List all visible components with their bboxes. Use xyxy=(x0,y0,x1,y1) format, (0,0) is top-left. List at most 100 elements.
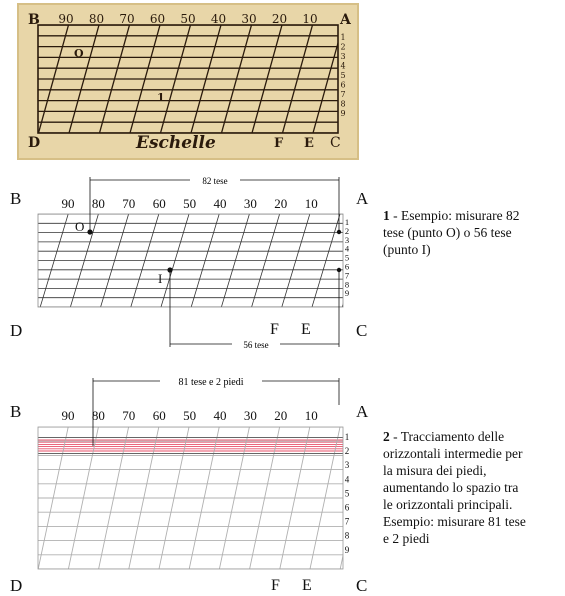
engraving-side-number: 4 xyxy=(340,62,345,71)
diagram-2-transversal-0 xyxy=(38,427,39,430)
diagram-2-label-f: F xyxy=(271,577,280,594)
diagram-2-corner-c: C xyxy=(356,576,367,595)
engraving-point-o: O xyxy=(74,47,84,60)
caption-2: 2 - Tracciamento delle orizzontali inter… xyxy=(383,428,563,547)
diagram-1-corner-b: B xyxy=(10,189,21,208)
diagram-2-transversal-1 xyxy=(38,427,69,569)
diagram-1-side-number: 3 xyxy=(345,235,349,245)
diagram-2-side-number: 1 xyxy=(345,432,350,442)
engraving-side-number: 2 xyxy=(340,43,345,52)
engraving-corner-a: A xyxy=(339,12,352,28)
diagram-2-scale-number: 30 xyxy=(244,408,257,423)
engraving-point-i: 1 xyxy=(157,91,165,104)
diagram-2-transversal-8 xyxy=(249,427,281,569)
diagram-2-label-e: E xyxy=(302,577,312,594)
caption-1-line-2: tese (punto O) o 56 tese xyxy=(383,225,512,240)
diagram-2: 81 tese e 2 piedi B A D C F E 90 80 70 60 50… xyxy=(10,377,369,595)
caption-1: 1 - Esempio: misurare 82 tese (punto O) … xyxy=(383,207,561,258)
diagram-1-scale-number: 80 xyxy=(92,196,105,211)
diagram-1-scale-number: 10 xyxy=(305,196,318,211)
diagram-2-side-number: 9 xyxy=(345,545,350,555)
diagram-2-side-numbers: 1 2 3 4 5 6 7 8 9 xyxy=(345,432,350,555)
diagram-2-scale-number: 60 xyxy=(153,408,166,423)
diagram-1-transversal-3 xyxy=(100,214,129,307)
caption-2-number: 2 xyxy=(383,429,390,444)
diagram-1-transversal-1 xyxy=(39,214,69,307)
diagram-1-point-o-dot xyxy=(87,229,93,235)
diagram-1-side-number: 1 xyxy=(345,217,349,227)
diagram-1-scale-number: 20 xyxy=(274,196,287,211)
diagram-1-top-dimension-label: 82 tese xyxy=(202,176,227,186)
diagram-1-transversal-0 xyxy=(38,214,39,216)
engraving-transversal-2 xyxy=(68,25,100,133)
caption-1-line-1: - Esempio: misurare 82 xyxy=(389,208,520,223)
diagram-1-point-i-dot xyxy=(167,267,173,273)
diagram-2-corner-d: D xyxy=(10,576,22,595)
diagram-2-side-number: 3 xyxy=(345,460,350,470)
caption-2-line-7: e 2 piedi xyxy=(383,531,430,546)
diagram-1-transversal-10 xyxy=(311,214,341,307)
diagram-1-side-number: 6 xyxy=(345,262,349,272)
diagram-2-transversal-7 xyxy=(218,427,250,569)
diagram-1-scale-number: 60 xyxy=(153,196,166,211)
diagram-2-transversal-10 xyxy=(309,427,341,569)
engraving-transversal-7 xyxy=(220,25,253,133)
engraving-title: Eschelle xyxy=(135,133,216,153)
diagram-1-label-e: E xyxy=(301,321,311,338)
engraving-side-number: 9 xyxy=(340,109,345,118)
engraving-transversal-4 xyxy=(129,25,161,133)
diagram-2-transversal-3 xyxy=(98,427,130,569)
engraving-scale-number: 60 xyxy=(150,12,165,26)
diagram-1-transversal-7 xyxy=(221,214,250,307)
diagram-1-point-o: O xyxy=(75,219,84,234)
diagram-1-frame xyxy=(37,213,344,308)
diagram-2-transversal-6 xyxy=(188,427,220,569)
engraving-scale-number: 10 xyxy=(302,12,317,26)
diagram-2-grid xyxy=(38,427,343,569)
diagram-2-side-number: 8 xyxy=(345,531,350,541)
engraving-side-number: 8 xyxy=(340,100,345,109)
diagram-1-side-number: 2 xyxy=(345,226,349,236)
diagram-1-side-number: 7 xyxy=(345,270,349,280)
engraving-transversal-8 xyxy=(251,25,283,133)
diagram-2-frame xyxy=(37,426,344,570)
diagram-2-top-dimension-label: 81 tese e 2 piedi xyxy=(179,377,244,388)
engraving-scale-number: 90 xyxy=(58,12,73,26)
engraving-transversal-10 xyxy=(312,40,338,133)
engraving-scale-number: 20 xyxy=(272,12,287,26)
diagram-1: 82 tese 56 tese B A D C F E O I 90 80 70 60 5… xyxy=(10,176,369,350)
diagram-1-grid xyxy=(38,214,343,307)
diagram-2-scale-number: 80 xyxy=(92,408,105,423)
diagram-1-transversal-6 xyxy=(190,214,220,307)
engraving-side-number: 5 xyxy=(340,71,345,80)
engraving-side-number: 1 xyxy=(340,33,345,42)
engraving-corner-d: D xyxy=(28,135,40,151)
diagram-1-transversal-8 xyxy=(251,214,280,307)
engraving-transversal-6 xyxy=(190,25,222,133)
caption-2-line-1: - Tracciamento delle xyxy=(389,429,505,444)
engraving-frame xyxy=(37,24,339,134)
diagram-2-transversal-2 xyxy=(67,427,99,569)
caption-2-line-5: le orizzontali principali. xyxy=(383,497,513,512)
engraving-transversal-3 xyxy=(98,25,131,133)
diagram-1-point-a-dot xyxy=(336,229,342,235)
engraving-scale-number: 50 xyxy=(180,12,195,26)
diagram-2-scale-number: 70 xyxy=(122,408,135,423)
diagram-1-transversal-5 xyxy=(160,214,190,307)
diagram-1-scale-number: 70 xyxy=(122,196,135,211)
caption-2-line-3: la misura dei piedi, xyxy=(383,463,487,478)
caption-1-number: 1 xyxy=(383,208,390,223)
diagram-1-transversal-2 xyxy=(70,214,99,307)
diagram-1-point-i: I xyxy=(158,271,162,286)
diagram-2-dimensions: 81 tese e 2 piedi xyxy=(92,377,340,446)
diagram-2-side-number: 5 xyxy=(345,488,350,498)
diagram-1-side-number: 5 xyxy=(345,253,349,263)
engraving-panel: B A D C F E Eschelle O 1 90 80 70 60 50 40 30 2… xyxy=(17,3,359,160)
diagram-2-scale-number: 20 xyxy=(274,408,287,423)
diagram-1-point-c-dot xyxy=(336,267,342,273)
caption-2-line-2: orizzontali intermedie per xyxy=(383,446,523,461)
diagram-2-side-number: 4 xyxy=(345,474,350,484)
diagram-1-scale-numbers: 90 80 70 60 50 40 30 20 10 xyxy=(62,196,318,211)
diagram-1-scale-number: 40 xyxy=(214,196,227,211)
